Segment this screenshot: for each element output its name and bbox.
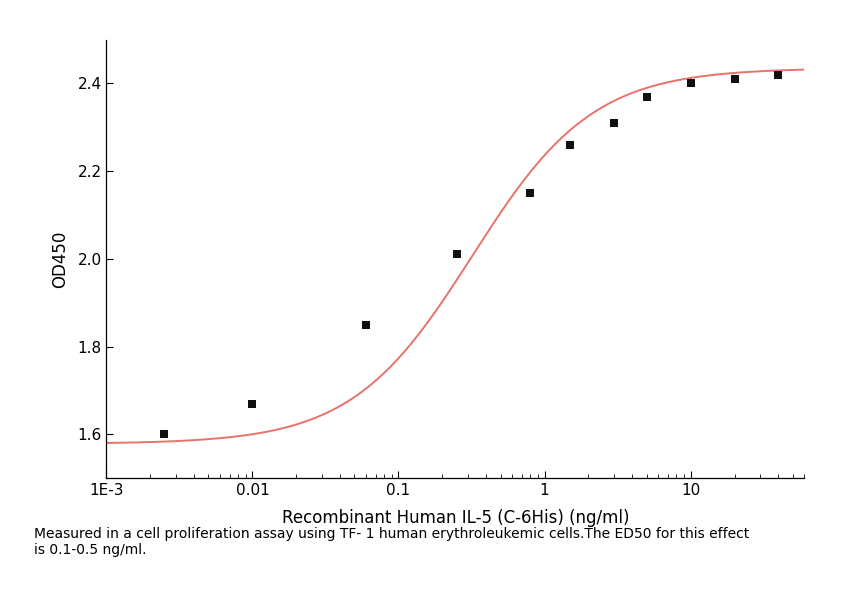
Point <box>359 320 373 329</box>
X-axis label: Recombinant Human IL-5 (C-6His) (ng/ml): Recombinant Human IL-5 (C-6His) (ng/ml) <box>282 509 629 527</box>
Point <box>563 140 577 150</box>
Point <box>772 70 785 80</box>
Point <box>728 74 741 84</box>
Point <box>157 429 171 439</box>
Point <box>608 118 621 128</box>
Point <box>450 250 464 259</box>
Y-axis label: OD450: OD450 <box>51 230 69 287</box>
Point <box>246 399 260 409</box>
Text: Measured in a cell proliferation assay using TF- 1 human erythroleukemic cells.T: Measured in a cell proliferation assay u… <box>34 527 749 557</box>
Point <box>640 92 654 102</box>
Point <box>683 79 697 88</box>
Point <box>523 188 537 198</box>
